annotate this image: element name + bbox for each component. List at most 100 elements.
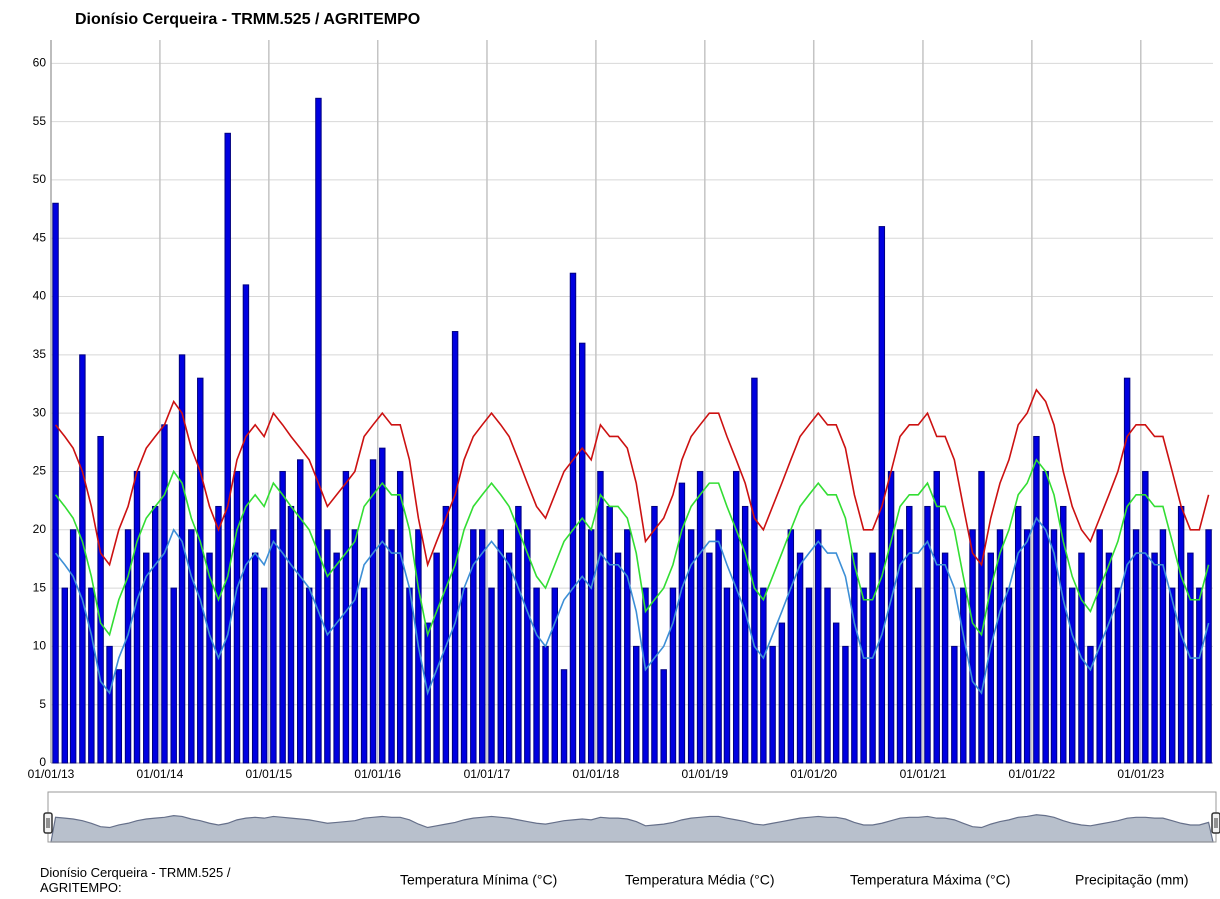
precip-bar — [315, 97, 322, 764]
precip-bar — [1050, 529, 1058, 764]
precip-bar — [560, 669, 568, 764]
precip-bar — [1142, 470, 1149, 764]
temperature-line — [54, 516, 1210, 696]
precip-bar — [996, 529, 1004, 764]
y-tick-label: 15 — [33, 580, 47, 594]
y-tick-label: 0 — [39, 755, 46, 769]
legend-title: Dionísio Cerqueira - TRMM.525 / AGRITEMP… — [40, 865, 231, 895]
precip-bar — [1168, 587, 1176, 764]
precip-bar — [97, 435, 104, 764]
y-tick-label: 20 — [33, 522, 47, 536]
precip-bar — [832, 622, 840, 764]
precip-bar — [769, 645, 776, 764]
precip-bar — [723, 587, 731, 764]
precip-bar — [1105, 552, 1113, 764]
precip-bar — [388, 529, 395, 764]
precip-bar — [815, 529, 822, 764]
precip-bar — [143, 552, 150, 764]
precip-bar — [642, 587, 649, 764]
precip-bar — [887, 470, 895, 764]
precip-bar — [1151, 552, 1158, 764]
navigator-handle — [43, 812, 53, 834]
precip-bar — [524, 529, 531, 764]
precip-bar — [533, 587, 540, 764]
precip-bar — [1132, 529, 1140, 764]
precip-bar — [696, 470, 704, 764]
precip-bar — [960, 587, 967, 764]
precip-bar — [215, 505, 222, 764]
precip-bar — [614, 552, 622, 764]
precip-bar — [796, 552, 804, 764]
precip-bar — [360, 587, 368, 764]
precip-bar — [579, 342, 586, 764]
precip-bar — [606, 505, 613, 764]
precip-bar — [61, 587, 69, 764]
y-tick-label: 30 — [33, 405, 47, 419]
precip-bar — [551, 587, 558, 764]
precip-bar — [1014, 505, 1022, 764]
precip-bar — [1123, 377, 1131, 764]
precip-bar — [433, 552, 440, 764]
precip-bar — [941, 552, 949, 764]
precip-bar — [1042, 470, 1049, 764]
precip-bar — [842, 645, 849, 764]
y-tick-label: 10 — [33, 639, 47, 653]
x-tick-label: 01/01/14 — [137, 767, 184, 781]
precip-bar — [170, 587, 177, 764]
precip-bar — [224, 132, 231, 764]
precip-bar — [824, 587, 831, 764]
precip-bar — [1196, 587, 1203, 764]
precip-bar — [88, 587, 95, 764]
precip-bar — [1087, 645, 1094, 764]
precip-bar — [1023, 529, 1031, 764]
precip-bar — [69, 529, 77, 764]
precip-bar — [52, 202, 59, 764]
precip-bar — [515, 505, 522, 764]
precip-bar — [669, 587, 677, 764]
precip-bar — [333, 552, 340, 764]
precip-bar — [860, 587, 867, 764]
precip-bar — [1068, 587, 1076, 764]
precip-bar — [1205, 529, 1212, 764]
precip-bar — [969, 529, 976, 764]
precip-bar — [270, 529, 277, 764]
precip-bar — [505, 552, 513, 764]
precip-bar — [442, 505, 450, 764]
navigator-handle — [1211, 812, 1220, 834]
precip-bar — [279, 470, 286, 764]
precip-bar — [715, 529, 722, 764]
precip-bar — [1060, 505, 1067, 764]
precip-bar — [451, 331, 459, 764]
y-tick-label: 25 — [33, 464, 47, 478]
precip-bar — [151, 505, 159, 764]
temperature-line — [54, 388, 1210, 568]
y-tick-label: 40 — [33, 289, 47, 303]
precip-bar — [497, 529, 504, 764]
precip-bar — [741, 505, 749, 764]
precip-bar — [706, 552, 713, 764]
precip-bar — [188, 529, 195, 764]
x-tick-label: 01/01/22 — [1009, 767, 1056, 781]
precip-bar — [542, 645, 549, 764]
precip-bar — [297, 459, 304, 764]
chart-title: Dionísio Cerqueira - TRMM.525 / AGRITEMP… — [75, 11, 420, 28]
precip-bar — [751, 377, 758, 764]
legend-entry: Temperatura Máxima (°C) — [850, 872, 1010, 888]
x-tick-label: 01/01/20 — [790, 767, 837, 781]
precip-bar — [197, 377, 204, 764]
precip-bar — [79, 354, 86, 764]
precip-bar — [460, 587, 468, 764]
x-tick-label: 01/01/19 — [681, 767, 728, 781]
precip-bar — [396, 470, 404, 764]
precip-bar — [778, 622, 786, 764]
precip-bar — [978, 470, 985, 764]
legend-entry: Temperatura Mínima (°C) — [400, 872, 557, 888]
precip-bar — [924, 505, 931, 764]
precip-bar — [760, 587, 767, 764]
precip-bar — [660, 669, 667, 764]
precip-bar — [351, 529, 359, 764]
y-tick-label: 50 — [33, 172, 47, 186]
precip-bar — [406, 587, 413, 764]
x-tick-label: 01/01/18 — [573, 767, 620, 781]
